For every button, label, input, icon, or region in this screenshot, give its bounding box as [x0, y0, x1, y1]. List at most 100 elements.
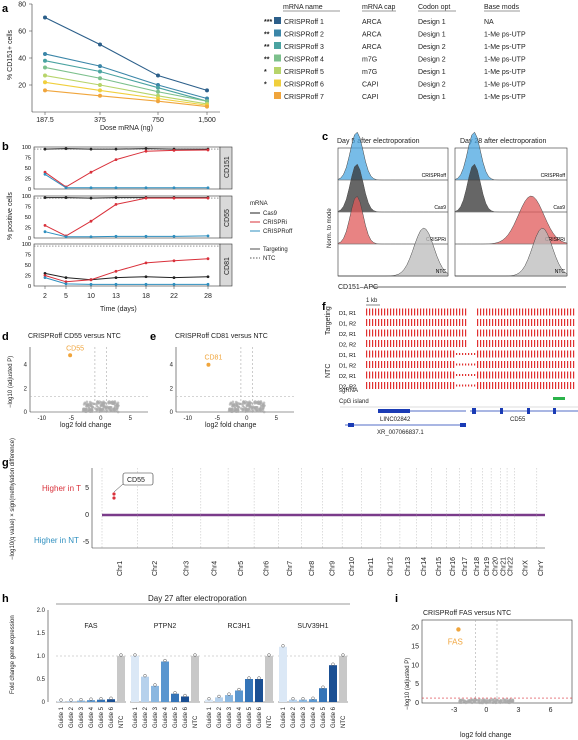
panel-f-methylation-bar [378, 382, 380, 389]
panel-f-methylation-bar [387, 308, 389, 316]
panel-g-chr-label: Chr13 [405, 557, 412, 576]
panel-f-methylation-bar [477, 329, 479, 337]
panel-h-bar [329, 665, 337, 702]
panel-c-title-1: Day 5 after electroporation [337, 138, 420, 145]
panel-f-methylation-bar [417, 340, 419, 347]
panel-i-xtick-label: 3 [516, 707, 520, 714]
volcano-point [232, 403, 235, 407]
panel-h-bar [225, 695, 233, 702]
panel-a-point [98, 83, 102, 87]
panel-f-methylation-bar [567, 319, 569, 326]
panel-f-methylation-bar [567, 308, 569, 316]
panel-f-methylation-bar [492, 329, 494, 337]
legend-crispri: CRISPRi [263, 220, 287, 226]
panel-f-methylation-bar [543, 382, 545, 389]
panel-f-methylation-bar [384, 340, 386, 347]
panel-f-methylation-bar [402, 329, 404, 337]
panel-a-point [156, 85, 160, 90]
table-cap: m7G [362, 69, 377, 76]
panel-f-methylation-bar [453, 361, 455, 368]
panel-f-methylation-bar [531, 329, 533, 337]
panel-f-track-label: D1, R1 [339, 353, 356, 359]
panel-d-title: CRISPRoff CD55 versus NTC [28, 333, 121, 340]
panel-f-methylation-bar [399, 371, 401, 379]
panel-f-methylation-bar [540, 382, 542, 389]
table-codon: Design 1 [418, 69, 446, 76]
panel-g-chr-label: Chr22 [508, 557, 515, 576]
panel-f-methylation-bar [507, 371, 509, 379]
panel-f-methylation-bar [480, 350, 482, 358]
panel-f-methylation-bar [519, 371, 521, 379]
panel-f-methylation-bar [450, 319, 452, 326]
panel-f-methylation-bar [405, 382, 407, 389]
panel-f-methylation-bar [450, 382, 452, 389]
panel-b-point [89, 235, 93, 239]
panel-f-methylation-bar [471, 374, 473, 376]
panel-i-point [481, 701, 484, 704]
panel-f-methylation-bar [483, 308, 485, 316]
volcano-point [102, 401, 106, 404]
panel-f-methylation-bar [411, 308, 413, 316]
panel-f-methylation-bar [474, 374, 476, 376]
panel-f-methylation-bar [402, 371, 404, 379]
panel-h-title: Day 27 after electroporation [148, 594, 247, 603]
panel-f-methylation-bar [384, 329, 386, 337]
panel-b-point [206, 148, 210, 152]
panel-f-methylation-bar [369, 371, 371, 379]
panel-f-methylation-bar [525, 371, 527, 379]
panel-g-chr-label: Chr18 [474, 557, 481, 576]
panel-h-replicate-point [193, 653, 197, 657]
panel-f-methylation-bar [570, 361, 572, 368]
volcano-xtick-label: 0 [99, 416, 103, 422]
panel-f-methylation-bar [510, 308, 512, 316]
panel-f-methylation-bar [390, 329, 392, 337]
panel-c-title-2: Day 28 after electroporation [460, 138, 546, 145]
panel-f-methylation-bar [531, 350, 533, 358]
panel-g-chr-label: Chr1 [117, 561, 124, 576]
panel-f-methylation-bar [501, 319, 503, 326]
legend-cas9: Cas9 [263, 211, 278, 217]
panel-a-point [98, 88, 102, 93]
panel-f-methylation-bar [414, 340, 416, 347]
panel-b-point [114, 282, 118, 286]
panel-b-xtick-label: 2 [43, 293, 47, 300]
volcano-point [82, 403, 86, 406]
panel-f-methylation-bar [372, 382, 374, 389]
panel-b-point [206, 282, 210, 286]
volcano-point [91, 409, 94, 412]
panel-f-methylation-bar [486, 308, 488, 316]
panel-f-methylation-bar [399, 382, 401, 389]
panel-h-bar [309, 699, 317, 702]
panel-b-facet-box [33, 146, 221, 190]
panel-f-methylation-bar [420, 340, 422, 347]
panel-a-point [98, 69, 102, 74]
panel-f-methylation-bar [501, 382, 503, 389]
panel-f-methylation-bar [462, 308, 464, 316]
panel-f-methylation-bar [381, 329, 383, 337]
panel-f-methylation-bar [513, 350, 515, 358]
table-sig: ** [264, 44, 270, 51]
panel-h-category-label: Guide 5 [321, 706, 327, 728]
panel-f-methylation-bar [378, 361, 380, 368]
panel-f-methylation-bar [489, 350, 491, 358]
panel-g-cd55-point [112, 492, 116, 496]
volcano-point [254, 408, 258, 412]
panel-f-methylation-bar [516, 382, 518, 389]
panel-b-point [144, 196, 148, 200]
panel-f-methylation-bar [387, 329, 389, 337]
panel-b-point [43, 170, 47, 174]
panel-f-methylation-bar [558, 350, 560, 358]
panel-f-methylation-bar [519, 319, 521, 326]
panel-f-methylation-bar [468, 384, 470, 387]
panel-g-cd55-point [112, 496, 116, 500]
legend-ntc: NTC [263, 256, 276, 262]
panel-f-methylation-bar [480, 319, 482, 326]
panel-f-methylation-bar [540, 361, 542, 368]
panel-f-methylation-bar [534, 308, 536, 316]
panel-h-category-label: Guide 3 [79, 706, 85, 728]
panel-f-methylation-bar [486, 350, 488, 358]
panel-f-methylation-bar [384, 350, 386, 358]
panel-c-track-label: NTC [555, 269, 566, 275]
volcano-point [89, 404, 93, 408]
